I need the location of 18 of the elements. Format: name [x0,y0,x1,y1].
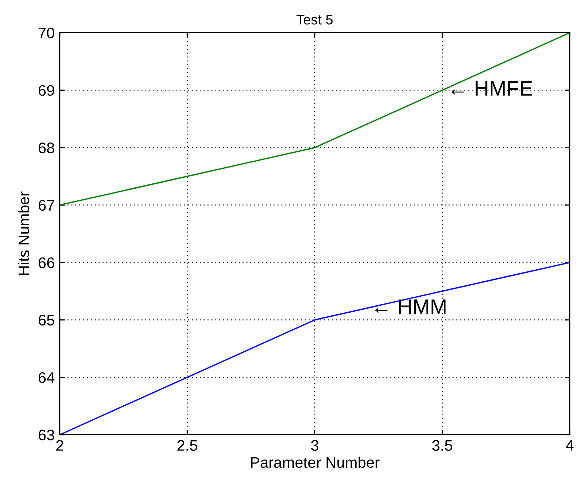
y-tick-label: 68 [38,142,54,154]
x-tick-label: 2 [56,440,64,451]
x-tick-label: 2.5 [178,440,198,452]
chart-title: Test 5 [296,15,333,25]
y-axis-title: Hits Number [18,192,30,276]
y-tick-label: 70 [38,28,55,39]
y-tick-label: 67 [38,200,54,211]
y-tick-label: 64 [38,372,55,384]
y-tick-label: 65 [38,315,54,326]
x-tick-label: 3.5 [432,440,452,452]
x-tick-label: 3 [311,440,319,452]
y-tick-label: 69 [38,85,54,96]
x-tick-label: 4 [566,440,574,451]
y-tick-label: 66 [38,258,54,268]
annotation: ← HMM [375,300,446,314]
y-tick-label: 63 [38,430,54,441]
x-axis-title: Parameter Number [251,456,380,468]
annotation: ← HMFE [452,81,532,96]
